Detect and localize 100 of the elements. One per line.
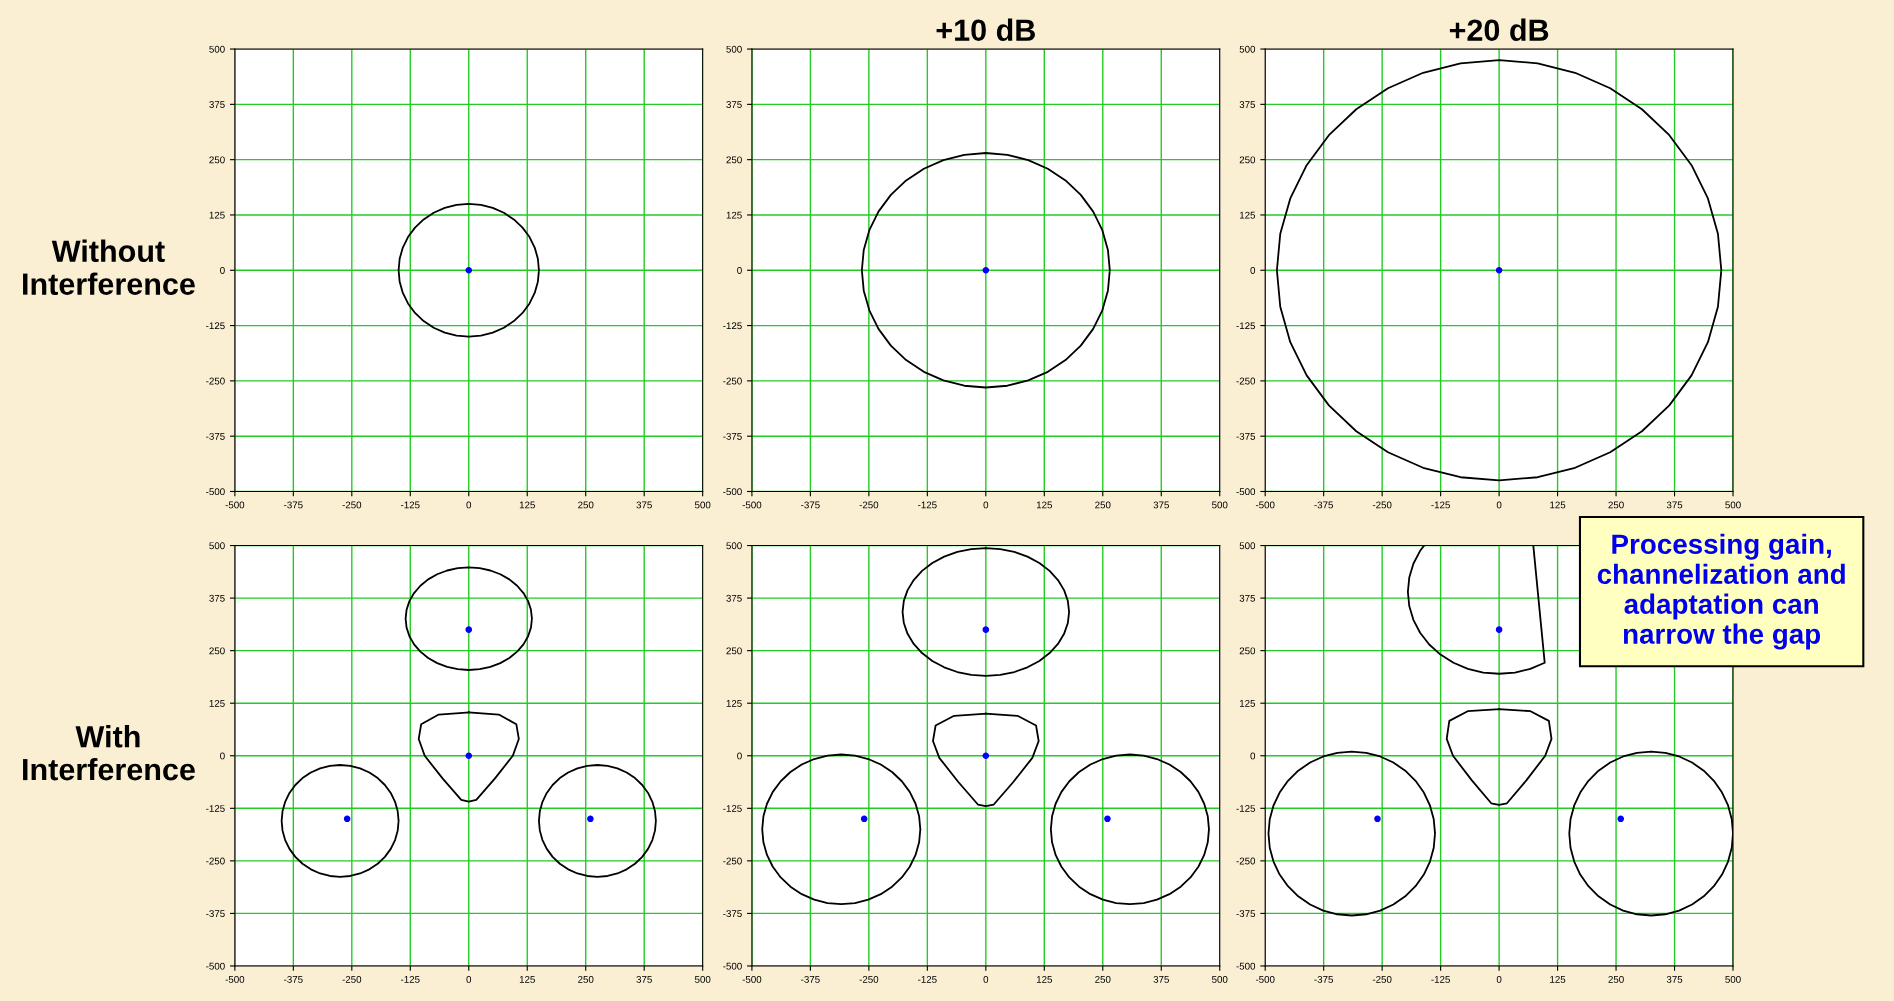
y-tick-label: 250 — [726, 647, 742, 655]
chart-title: +20 dB — [1449, 18, 1549, 42]
x-tick-label: 250 — [1608, 975, 1624, 983]
point — [982, 626, 990, 633]
y-tick-label: 250 — [209, 156, 225, 164]
y-tick-label: -375 — [206, 432, 225, 440]
point — [587, 815, 594, 823]
y-tick-label: 500 — [726, 45, 742, 53]
x-tick-label: 500 — [694, 501, 711, 509]
y-tick-label: 500 — [209, 542, 225, 550]
y-tick-label: 125 — [726, 699, 742, 707]
y-tick-label: 0 — [737, 752, 742, 760]
x-tick-label: 125 — [519, 501, 535, 509]
x-tick-label: -250 — [859, 975, 879, 983]
x-tick-label: 500 — [694, 975, 711, 983]
y-tick-label: 375 — [1239, 594, 1256, 602]
y-tick-label: -500 — [1236, 962, 1256, 970]
x-tick-label: -250 — [342, 501, 362, 509]
x-tick-label: 375 — [636, 501, 652, 509]
y-tick-label: 250 — [1239, 647, 1256, 655]
x-tick-label: 0 — [466, 975, 472, 983]
y-tick-label: 500 — [1239, 45, 1256, 53]
y-tick-label: -500 — [206, 488, 225, 496]
y-tick-label: 0 — [1250, 267, 1256, 274]
x-tick-label: -375 — [284, 501, 303, 509]
y-tick-label: 0 — [737, 267, 742, 274]
x-tick-label: 500 — [1212, 501, 1228, 509]
point — [343, 815, 351, 823]
x-tick-label: 375 — [1153, 975, 1169, 983]
y-tick-label: 375 — [1239, 101, 1256, 108]
y-tick-label: -250 — [723, 377, 742, 385]
x-tick-label: 125 — [519, 975, 535, 983]
x-tick-label: 0 — [983, 501, 989, 509]
y-tick-label: -250 — [1236, 377, 1256, 385]
x-tick-label: 250 — [578, 501, 594, 509]
x-tick-label: 0 — [466, 501, 472, 509]
x-tick-label: -125 — [400, 501, 420, 509]
y-tick-label: -250 — [1236, 857, 1256, 865]
x-tick-label: 0 — [983, 975, 989, 983]
x-tick-label: -250 — [1372, 501, 1392, 509]
y-tick-label: -250 — [206, 377, 225, 385]
x-tick-label: 500 — [1725, 501, 1741, 509]
y-tick-label: 0 — [220, 267, 225, 274]
y-tick-label: 125 — [209, 699, 225, 707]
x-tick-label: -375 — [801, 501, 820, 509]
y-tick-label: -125 — [1236, 322, 1256, 330]
y-tick-label: -500 — [723, 962, 742, 970]
x-tick-label: -250 — [859, 501, 879, 509]
x-tick-label: -375 — [284, 975, 303, 983]
y-axis-title: With Interference — [23, 725, 195, 781]
x-tick-label: -500 — [742, 501, 762, 509]
x-tick-label: 125 — [1550, 975, 1566, 983]
point — [1104, 815, 1111, 823]
x-tick-label: 125 — [1550, 501, 1566, 509]
x-tick-label: 375 — [636, 975, 652, 983]
y-tick-label: 250 — [209, 647, 225, 655]
x-tick-label: -500 — [225, 501, 245, 509]
y-tick-label: -125 — [206, 322, 225, 330]
x-tick-label: 250 — [1608, 501, 1624, 509]
y-axis-title: Without Interference — [23, 239, 195, 295]
x-tick-label: -500 — [1255, 501, 1275, 509]
y-tick-label: 0 — [220, 752, 225, 760]
y-tick-label: -500 — [1236, 488, 1256, 496]
y-tick-label: 125 — [1239, 699, 1256, 707]
x-tick-label: 250 — [1095, 501, 1111, 509]
x-tick-label: -500 — [742, 975, 762, 983]
chart-title: +10 dB — [936, 18, 1035, 42]
y-tick-label: 375 — [209, 101, 225, 108]
y-tick-label: 375 — [726, 101, 742, 108]
y-tick-label: -500 — [723, 488, 742, 496]
x-tick-label: 125 — [1036, 975, 1053, 983]
y-tick-label: -250 — [206, 857, 225, 865]
y-tick-label: 500 — [726, 542, 742, 550]
y-tick-label: -375 — [723, 910, 742, 918]
x-tick-label: -125 — [400, 975, 420, 983]
x-tick-label: -375 — [801, 975, 820, 983]
y-tick-label: -500 — [206, 962, 225, 970]
y-tick-label: -125 — [723, 322, 742, 330]
x-tick-label: 500 — [1212, 975, 1228, 983]
y-tick-label: -375 — [723, 432, 742, 440]
point — [860, 815, 868, 823]
y-tick-label: 125 — [1239, 211, 1256, 219]
x-tick-label: 0 — [1496, 975, 1502, 983]
y-tick-label: 375 — [209, 594, 225, 602]
x-tick-label: 250 — [578, 975, 594, 983]
y-tick-label: -125 — [723, 805, 742, 812]
x-tick-label: 500 — [1725, 975, 1741, 983]
y-tick-label: -125 — [206, 805, 225, 812]
y-tick-label: 125 — [209, 211, 225, 219]
x-tick-label: -250 — [342, 975, 362, 983]
point — [982, 752, 990, 760]
y-tick-label: -375 — [1236, 910, 1256, 918]
x-tick-label: -375 — [1314, 501, 1333, 509]
y-tick-label: -250 — [723, 857, 742, 865]
x-tick-label: -125 — [918, 975, 937, 983]
x-tick-label: -125 — [918, 501, 937, 509]
x-tick-label: 375 — [1666, 975, 1683, 983]
x-tick-label: 375 — [1666, 501, 1683, 509]
x-tick-label: -500 — [225, 975, 245, 983]
x-tick-label: -500 — [1255, 975, 1275, 983]
